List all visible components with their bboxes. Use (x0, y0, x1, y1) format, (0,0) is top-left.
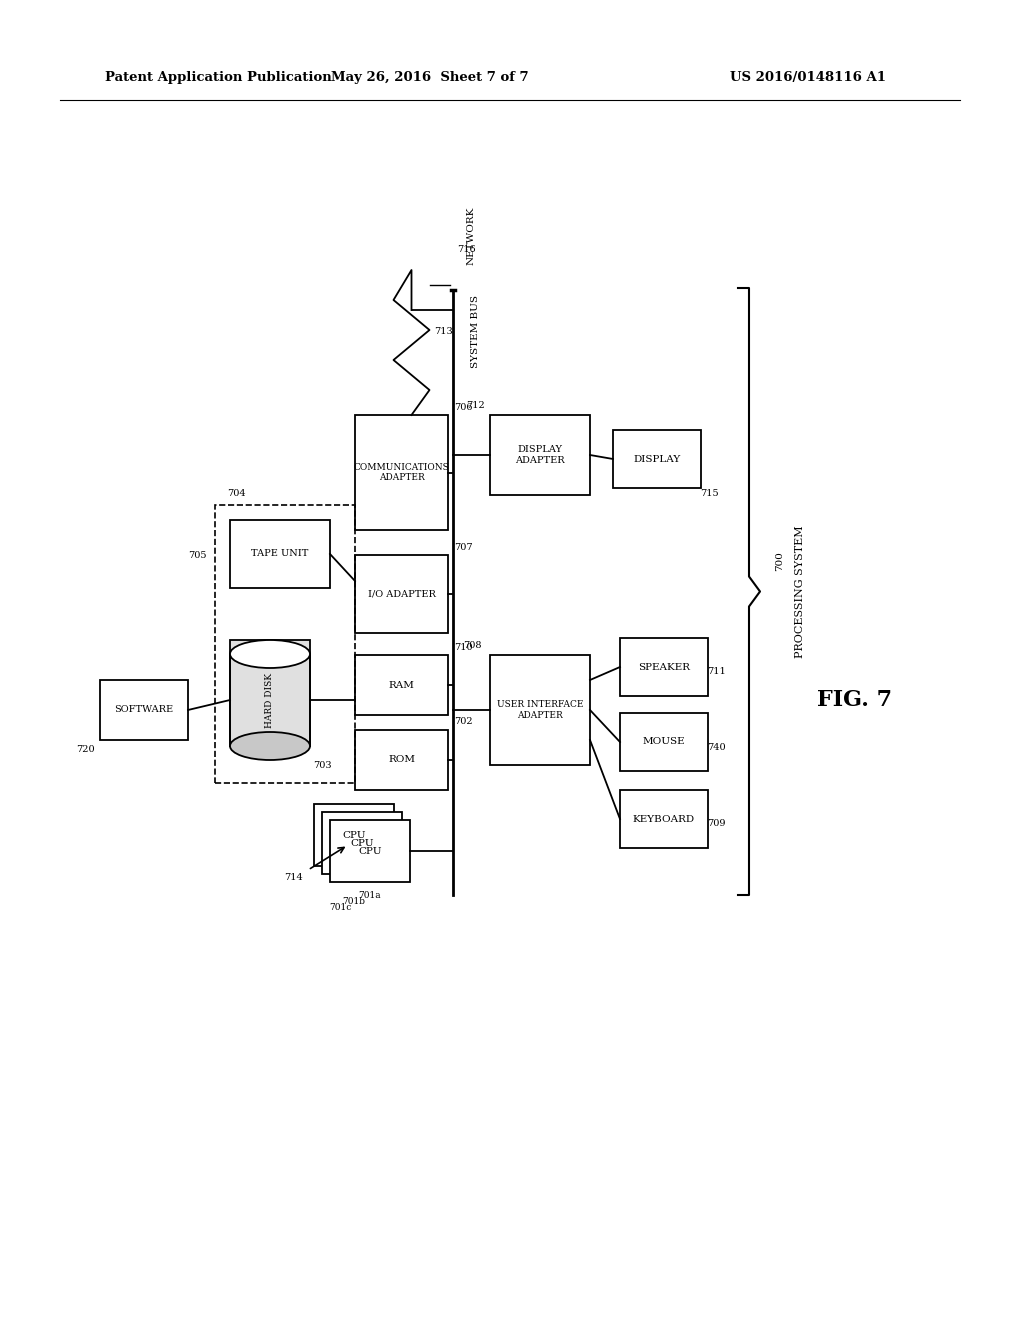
Text: 708: 708 (464, 640, 482, 649)
Text: May 26, 2016  Sheet 7 of 7: May 26, 2016 Sheet 7 of 7 (331, 71, 528, 84)
Bar (355, 414, 449, 531)
Bar (355, 730, 449, 789)
Bar (620, 789, 708, 847)
Ellipse shape (230, 640, 310, 668)
Text: TAPE UNIT: TAPE UNIT (251, 549, 308, 558)
Bar (355, 554, 449, 634)
Text: 700: 700 (775, 552, 784, 572)
Text: 704: 704 (227, 490, 246, 499)
Bar (490, 414, 590, 495)
Text: 710: 710 (454, 643, 473, 652)
Bar (330, 820, 410, 882)
Bar (620, 638, 708, 696)
Text: 702: 702 (454, 718, 473, 726)
Text: DISPLAY
ADAPTER: DISPLAY ADAPTER (515, 445, 565, 465)
Text: US 2016/0148116 A1: US 2016/0148116 A1 (730, 71, 886, 84)
Text: 701c: 701c (329, 903, 351, 912)
Text: 701a: 701a (358, 891, 381, 900)
Text: 720: 720 (77, 746, 95, 755)
Bar (322, 812, 402, 874)
Text: HARD DISK: HARD DISK (265, 672, 274, 727)
Bar (613, 430, 701, 488)
Bar (620, 713, 708, 771)
Text: 711: 711 (707, 668, 725, 676)
Text: 705: 705 (188, 550, 207, 560)
Text: 709: 709 (707, 820, 725, 829)
Text: MOUSE: MOUSE (643, 738, 685, 747)
Text: Patent Application Publication: Patent Application Publication (105, 71, 332, 84)
Text: KEYBOARD: KEYBOARD (633, 814, 695, 824)
Text: SYSTEM BUS: SYSTEM BUS (471, 294, 480, 368)
Text: COMMUNICATIONS
ADAPTER: COMMUNICATIONS ADAPTER (353, 463, 450, 482)
Text: NETWORK: NETWORK (467, 207, 476, 265)
Ellipse shape (230, 733, 310, 760)
Bar (490, 655, 590, 766)
Text: 713: 713 (434, 327, 453, 337)
Bar (230, 640, 310, 746)
Text: DISPLAY: DISPLAY (634, 454, 681, 463)
Text: USER INTERFACE
ADAPTER: USER INTERFACE ADAPTER (497, 701, 584, 719)
Bar (355, 655, 449, 715)
Text: I/O ADAPTER: I/O ADAPTER (368, 590, 435, 598)
Text: SOFTWARE: SOFTWARE (115, 705, 173, 714)
Text: 707: 707 (454, 543, 473, 552)
Text: 715: 715 (699, 488, 718, 498)
Text: 740: 740 (707, 742, 725, 751)
Bar (314, 804, 394, 866)
Bar (215, 506, 355, 783)
Text: CPU: CPU (342, 830, 366, 840)
Text: ROM: ROM (388, 755, 415, 764)
Text: 714: 714 (285, 874, 303, 883)
Text: 712: 712 (466, 400, 485, 409)
Text: 716: 716 (457, 246, 476, 255)
Text: 706: 706 (454, 403, 472, 412)
Text: PROCESSING SYSTEM: PROCESSING SYSTEM (795, 525, 805, 657)
Text: CPU: CPU (350, 838, 374, 847)
Text: 703: 703 (312, 760, 332, 770)
Bar (100, 680, 188, 741)
Text: SPEAKER: SPEAKER (638, 663, 690, 672)
Text: FIG. 7: FIG. 7 (817, 689, 893, 711)
Text: RAM: RAM (388, 681, 415, 689)
Text: 701b: 701b (342, 898, 366, 907)
Bar (230, 520, 330, 587)
Text: CPU: CPU (358, 846, 382, 855)
